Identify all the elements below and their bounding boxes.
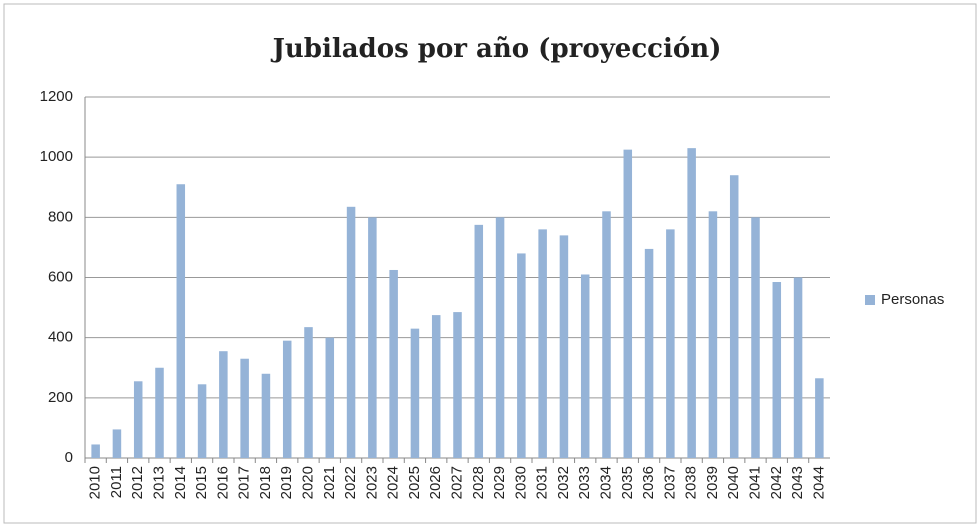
chart-title: Jubilados por año (proyección) [271, 34, 722, 64]
bar [346, 206, 356, 458]
x-tick-label: 2013 [150, 466, 167, 499]
x-tick-label: 2037 [661, 466, 678, 499]
x-tick-label: 2022 [342, 466, 359, 499]
bar [495, 217, 505, 458]
x-tick-label: 2030 [512, 466, 529, 499]
x-tick-label: 2017 [236, 466, 253, 499]
x-tick-label: 2016 [214, 466, 231, 499]
bar [410, 328, 420, 458]
bar [112, 429, 122, 458]
bar [687, 148, 696, 458]
x-tick-label: 2011 [108, 466, 125, 498]
y-tick-label: 600 [48, 268, 73, 285]
bar [772, 282, 782, 458]
y-tick-label: 200 [48, 389, 73, 406]
bar [580, 274, 590, 458]
x-tick-label: 2041 [746, 466, 763, 499]
y-tick-label: 800 [48, 208, 73, 225]
bar [517, 253, 526, 458]
x-tick-label: 2036 [640, 466, 657, 499]
bar [197, 384, 207, 458]
bar [240, 358, 249, 458]
x-tick-label: 2024 [385, 466, 402, 499]
x-tick-label: 2040 [725, 466, 742, 499]
bar [729, 175, 739, 458]
bar [219, 351, 228, 458]
x-tick-label: 2027 [448, 466, 465, 499]
x-tick-label: 2020 [299, 466, 316, 499]
x-tick-label: 2026 [427, 466, 444, 499]
bar [431, 315, 441, 458]
x-tick-label: 2035 [619, 466, 636, 499]
y-tick-label: 0 [65, 449, 73, 466]
x-tick-label: 2031 [534, 466, 551, 499]
x-tick-label: 2034 [597, 466, 614, 499]
bar [815, 378, 824, 458]
bar [644, 248, 654, 458]
x-tick-label: 2032 [555, 466, 572, 499]
x-tick-label: 2038 [683, 466, 700, 499]
x-tick-label: 2029 [491, 466, 508, 499]
bar [389, 269, 398, 458]
x-tick-label: 2033 [576, 466, 593, 499]
x-tick-label: 2023 [363, 466, 380, 499]
bar [623, 149, 633, 459]
x-tick-label: 2012 [129, 466, 146, 499]
x-tick-label: 2043 [789, 466, 806, 499]
chart-frame [3, 3, 977, 524]
x-tick-label: 2025 [406, 466, 423, 499]
bar [602, 211, 611, 458]
bar [304, 327, 313, 458]
bar [453, 312, 462, 458]
bar [368, 217, 377, 458]
x-tick-label: 2042 [768, 466, 785, 499]
bar [176, 184, 186, 458]
x-tick-label: 2044 [810, 466, 827, 499]
legend-swatch [865, 295, 875, 305]
bar [474, 224, 484, 458]
x-tick-label: 2019 [278, 466, 295, 499]
x-tick-label: 2021 [321, 466, 338, 499]
bar [261, 373, 271, 458]
bar [666, 229, 675, 458]
x-tick-label: 2015 [193, 466, 210, 499]
y-tick-label: 400 [48, 329, 73, 346]
bar [751, 217, 760, 458]
bar [793, 277, 803, 458]
bar [325, 337, 335, 458]
x-tick-label: 2010 [87, 466, 104, 499]
y-tick-label: 1200 [40, 88, 73, 105]
bar [559, 235, 569, 458]
x-tick-label: 2018 [257, 466, 274, 499]
x-tick-label: 2014 [172, 466, 189, 499]
bar [155, 367, 164, 458]
x-tick-label: 2039 [704, 466, 721, 499]
bar [538, 229, 547, 458]
bar [91, 444, 100, 458]
legend-label: Personas [881, 291, 944, 308]
bar [133, 381, 143, 458]
y-tick-label: 1000 [40, 148, 73, 165]
bar [708, 211, 718, 458]
x-tick-label: 2028 [470, 466, 487, 499]
bar [282, 340, 292, 458]
